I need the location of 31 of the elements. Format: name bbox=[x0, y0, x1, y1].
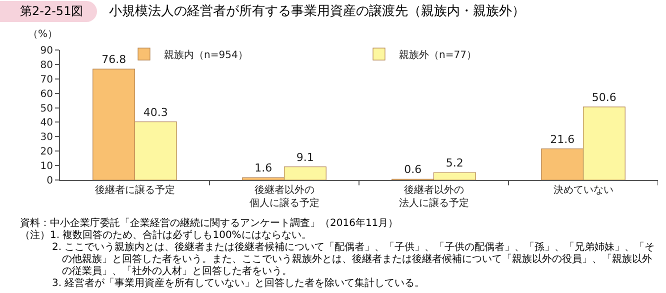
chart-title: 小規模法人の経営者が所有する事業用資産の譲渡先（親族内・親族外） bbox=[109, 3, 526, 20]
y-tick-label: 50 bbox=[40, 103, 53, 114]
text: 資料：中小企業庁委託「企業経営の継続に関するアンケート調査」（2016年11月） bbox=[20, 218, 400, 230]
y-tick-label: 60 bbox=[40, 88, 53, 100]
text: 第2-2-51図 bbox=[0, 0, 98, 22]
data-label: 40.3 bbox=[143, 106, 168, 119]
data-label: 5.2 bbox=[446, 156, 464, 170]
x-tick-label: 後継者以外の個人に譲る予定 bbox=[249, 184, 320, 209]
y-tick-label: 80 bbox=[40, 60, 53, 71]
x-tick-label: 決めていない bbox=[553, 184, 614, 196]
y-tick-label: 20 bbox=[40, 146, 53, 158]
legend-label: 親族外（n=77） bbox=[399, 49, 476, 61]
data-label: 1.6 bbox=[254, 162, 272, 175]
y-axis-title: （%） bbox=[28, 29, 58, 40]
y-tick-label: 70 bbox=[40, 74, 53, 86]
x-tick-label: 後継者以外の法人に譲る予定 bbox=[398, 184, 469, 209]
data-label: 9.1 bbox=[296, 150, 314, 164]
text: （注）1. 複数回答のため、合計は必ずしも100%にはならない。 bbox=[20, 230, 312, 242]
legend-label: 親族内（n=954） bbox=[164, 49, 248, 61]
text: 3. 経営者が「事業用資産を所有していない」と回答した者を除いて集計している。 bbox=[51, 278, 426, 290]
y-tick-label: 0 bbox=[46, 176, 53, 186]
data-label: 76.8 bbox=[102, 53, 126, 66]
y-tick-label: 40 bbox=[40, 118, 53, 129]
data-label: 21.6 bbox=[550, 132, 575, 146]
y-tick-label: 10 bbox=[40, 161, 53, 172]
data-label: 0.6 bbox=[404, 163, 422, 176]
x-tick-label: 後継者に譲る予定 bbox=[94, 184, 175, 196]
y-tick-label: 30 bbox=[40, 132, 53, 144]
data-label: 50.6 bbox=[592, 90, 616, 104]
text: 2. ここでいう親族内とは、後継者または後継者候補について「配偶者」、「子供」、「子供の配偶者」、「孫」、「兄弟姉妹」、「その他親族」と回答した者をいう。また、ここでいう親族外とは、後継者または後継者候補について「親族以外の役員」、「親族以外の従業員」、「社外の人材」と回答した者をいう。 bbox=[51, 242, 656, 278]
y-tick-label: 90 bbox=[40, 46, 53, 56]
